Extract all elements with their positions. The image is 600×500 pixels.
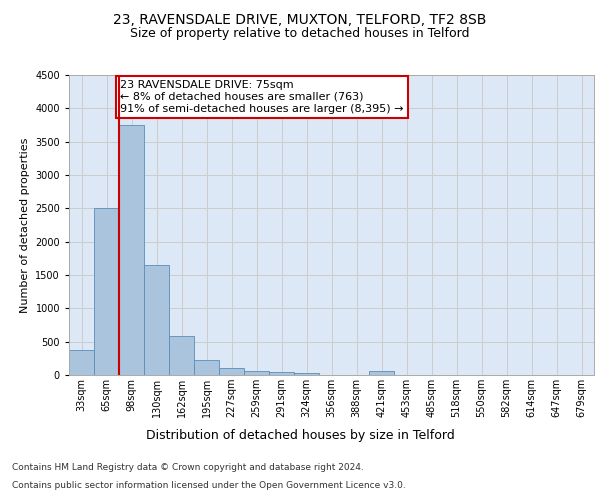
Bar — [244, 370, 269, 375]
Bar — [169, 336, 194, 375]
Text: Contains HM Land Registry data © Crown copyright and database right 2024.: Contains HM Land Registry data © Crown c… — [12, 464, 364, 472]
Bar — [94, 208, 119, 375]
Text: 23 RAVENSDALE DRIVE: 75sqm
← 8% of detached houses are smaller (763)
91% of semi: 23 RAVENSDALE DRIVE: 75sqm ← 8% of detac… — [120, 80, 404, 114]
Bar — [194, 360, 219, 375]
Bar — [294, 372, 319, 375]
Text: Distribution of detached houses by size in Telford: Distribution of detached houses by size … — [146, 428, 454, 442]
Bar — [269, 372, 294, 375]
Bar — [219, 368, 244, 375]
Text: 23, RAVENSDALE DRIVE, MUXTON, TELFORD, TF2 8SB: 23, RAVENSDALE DRIVE, MUXTON, TELFORD, T… — [113, 12, 487, 26]
Text: Contains public sector information licensed under the Open Government Licence v3: Contains public sector information licen… — [12, 481, 406, 490]
Bar — [69, 350, 94, 375]
Bar — [119, 125, 144, 375]
Bar — [144, 265, 169, 375]
Bar — [369, 372, 394, 375]
Text: Size of property relative to detached houses in Telford: Size of property relative to detached ho… — [130, 28, 470, 40]
Y-axis label: Number of detached properties: Number of detached properties — [20, 138, 29, 312]
